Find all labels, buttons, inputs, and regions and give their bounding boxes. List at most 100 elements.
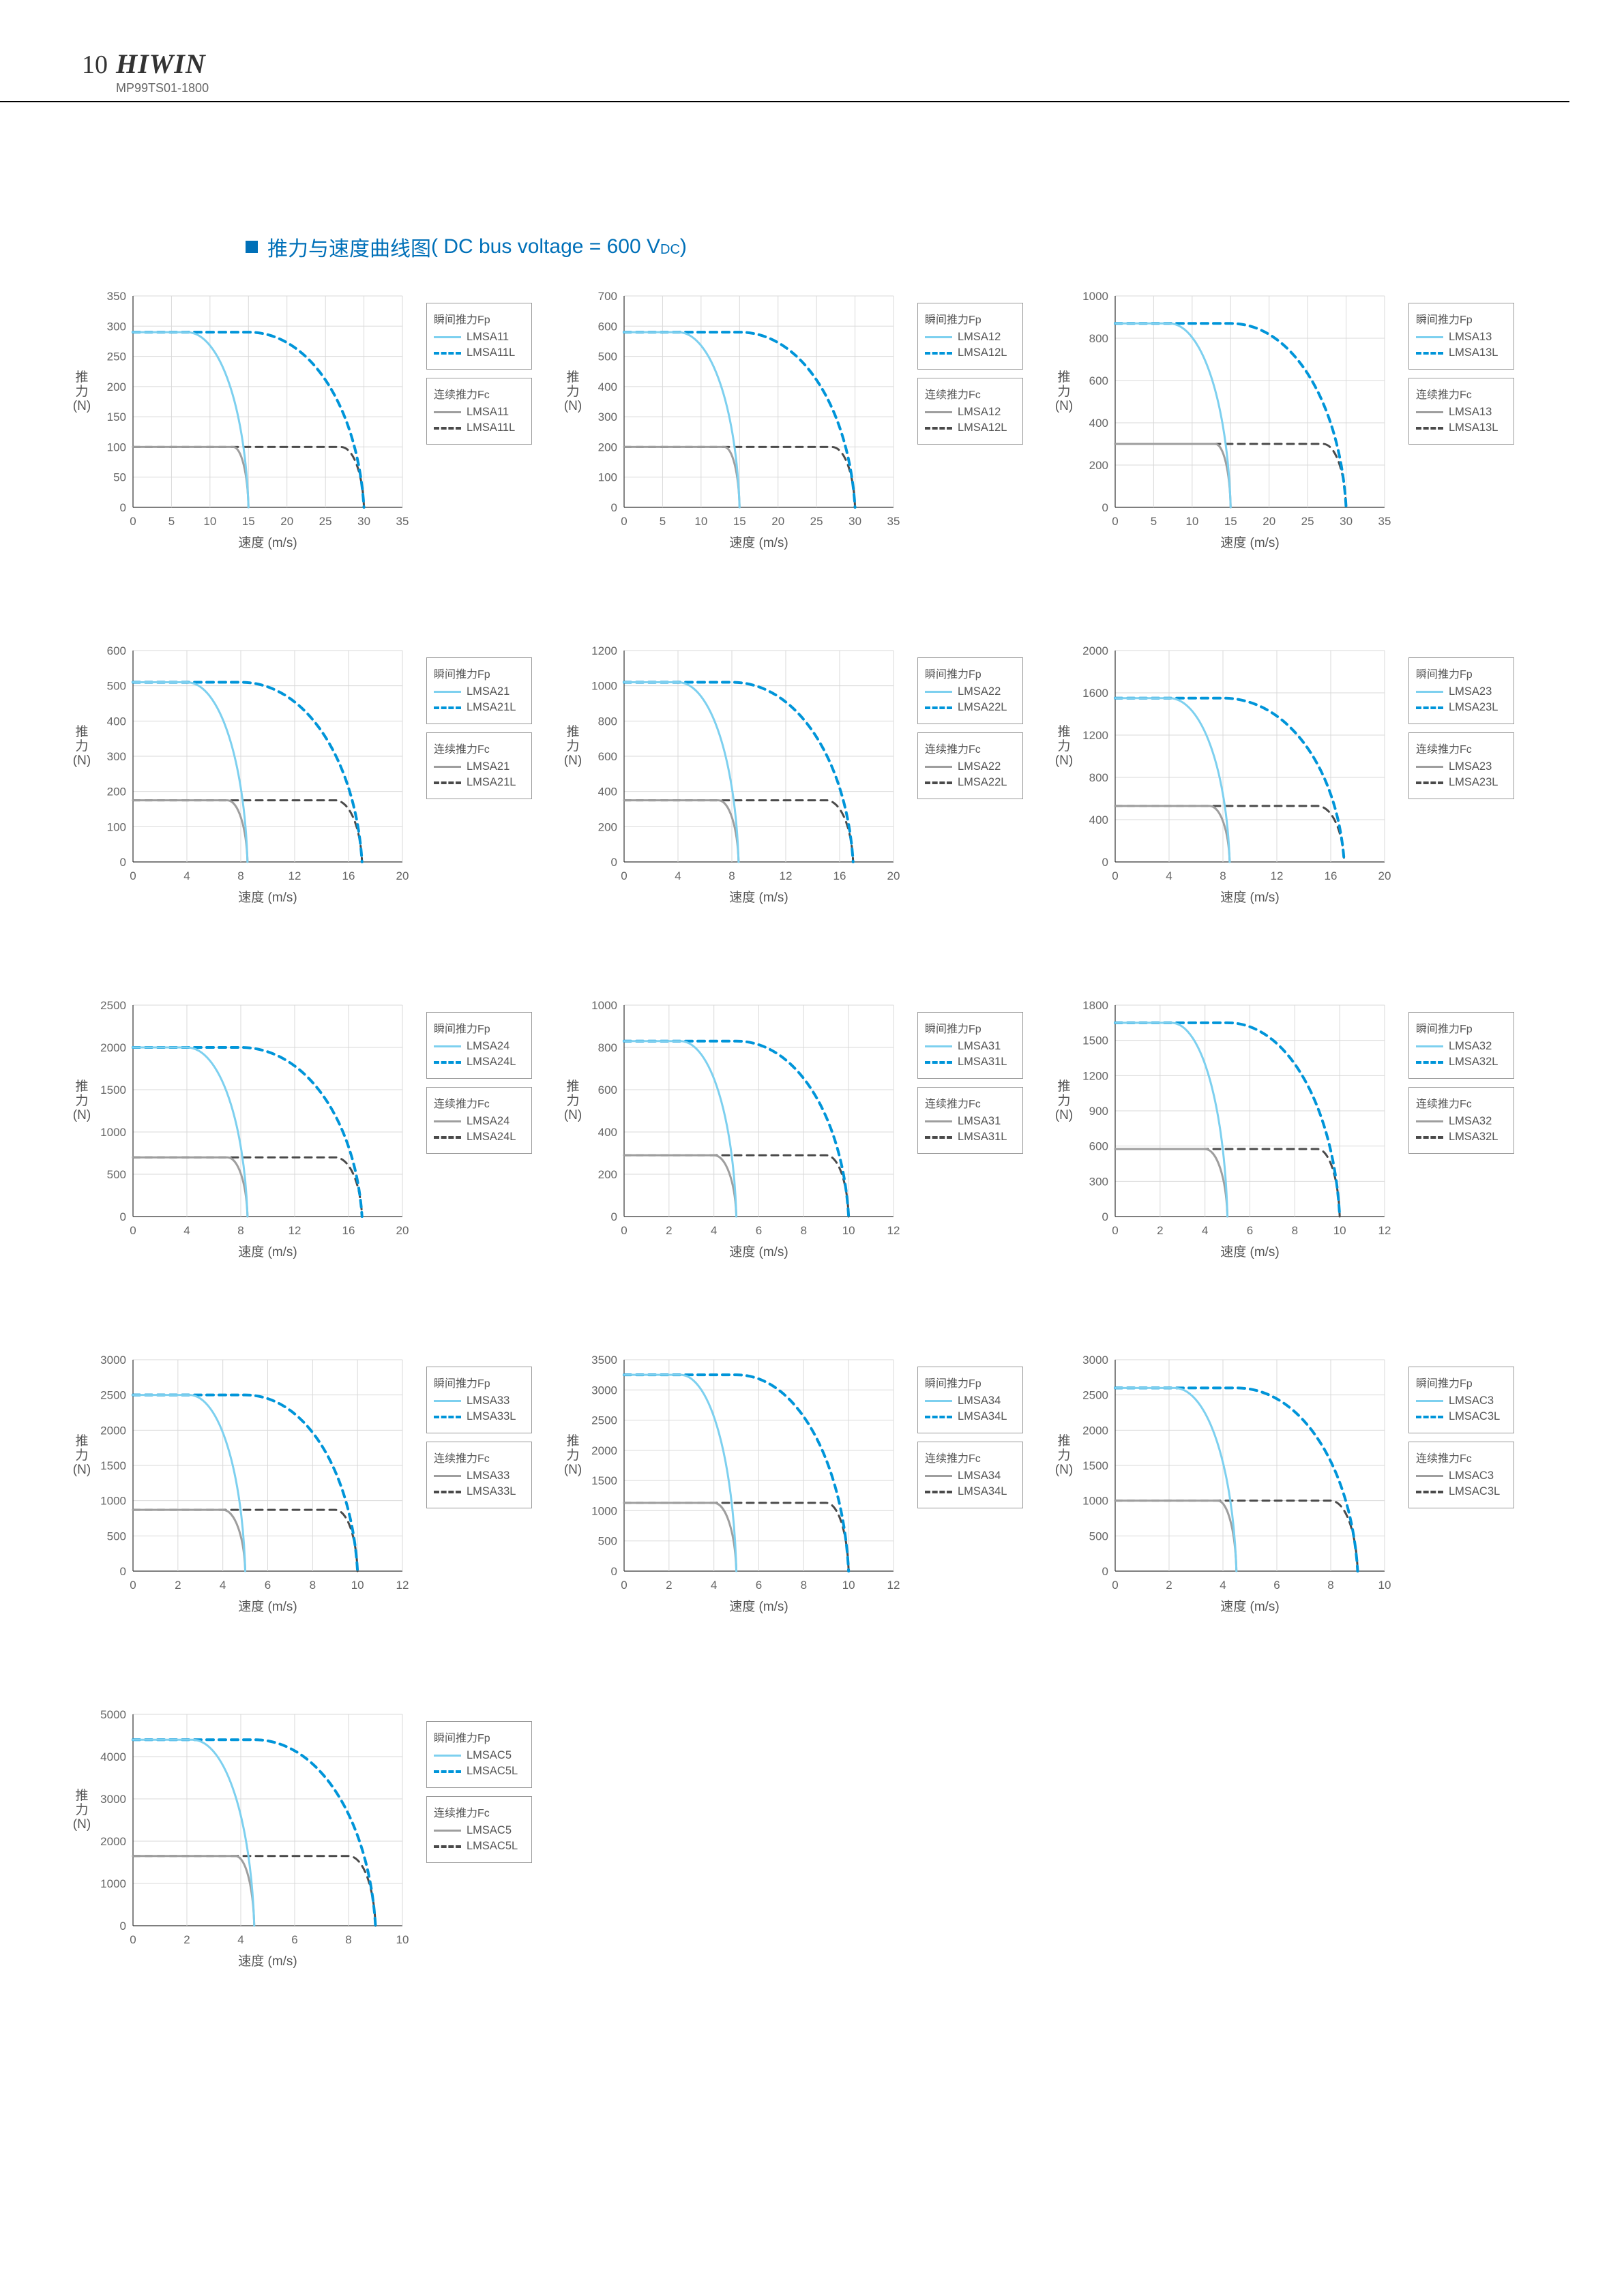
svg-text:8: 8 [237, 869, 243, 882]
legend-fp-dash: LMSAC3L [1416, 1410, 1507, 1423]
svg-text:600: 600 [598, 750, 617, 763]
swatch-fc-solid [925, 1475, 952, 1477]
svg-text:600: 600 [598, 320, 617, 333]
chart-legend: 瞬间推力Fp LMSA12 LMSA12L 连续推力Fc LMSA12 LMSA… [917, 303, 1023, 453]
legend-fp-title: 瞬间推力Fp [925, 665, 1016, 681]
svg-text:4: 4 [183, 869, 190, 882]
legend-label: LMSAC3L [1449, 1485, 1500, 1498]
swatch-fp-dash [434, 706, 461, 709]
svg-text:400: 400 [598, 381, 617, 393]
legend-fc-dash: LMSA11L [434, 421, 525, 434]
chart-legend: 瞬间推力Fp LMSA32 LMSA32L 连续推力Fc LMSA32 LMSA… [1408, 1012, 1514, 1162]
svg-text:0: 0 [120, 1920, 126, 1933]
legend-fp-solid: LMSA13 [1416, 331, 1507, 344]
swatch-fp-solid [434, 336, 461, 338]
svg-text:速度 (m/s): 速度 (m/s) [729, 535, 788, 550]
legend-fp-title: 瞬间推力Fp [434, 1729, 525, 1745]
swatch-fp-dash [925, 352, 952, 355]
legend-label: LMSAC5L [467, 1840, 518, 1853]
svg-text:1500: 1500 [100, 1084, 126, 1097]
svg-text:10: 10 [1185, 515, 1198, 528]
svg-text:300: 300 [1089, 1175, 1108, 1188]
legend-label: LMSA32L [1449, 1056, 1498, 1069]
legend-fp-dash: LMSA11L [434, 346, 525, 359]
swatch-fc-solid [1416, 1120, 1443, 1122]
swatch-fp-solid [434, 1045, 461, 1047]
legend-fp-title: 瞬间推力Fp [434, 665, 525, 681]
legend-fc-box: 连续推力Fc LMSA24 LMSA24L [426, 1087, 532, 1154]
legend-label: LMSA21L [467, 701, 516, 714]
swatch-fp-dash [1416, 706, 1443, 709]
legend-fc-dash: LMSA23L [1416, 776, 1507, 789]
svg-text:1500: 1500 [1082, 1034, 1108, 1047]
legend-fp-solid: LMSA34 [925, 1395, 1016, 1407]
legend-label: LMSA22 [958, 760, 1001, 773]
svg-text:0: 0 [130, 515, 136, 528]
svg-text:4: 4 [237, 1933, 243, 1946]
swatch-fp-dash [434, 1770, 461, 1773]
legend-fp-box: 瞬间推力Fp LMSA24 LMSA24L [426, 1012, 532, 1079]
swatch-fc-solid [1416, 766, 1443, 768]
svg-text:6: 6 [291, 1933, 297, 1946]
swatch-fc-dash [434, 427, 461, 430]
swatch-fc-solid [434, 411, 461, 413]
svg-text:0: 0 [621, 869, 627, 882]
legend-fp-solid: LMSA23 [1416, 685, 1507, 698]
legend-label: LMSA22L [958, 701, 1007, 714]
svg-text:200: 200 [1089, 459, 1108, 472]
legend-label: LMSA34L [958, 1410, 1007, 1423]
chart-lmsa12: 010020030040050060070005101520253035速度 (… [559, 282, 1023, 562]
swatch-fp-solid [925, 1045, 952, 1047]
y-axis-title: 推力(N) [68, 1080, 95, 1123]
legend-fc-dash: LMSA24L [434, 1131, 525, 1144]
svg-text:150: 150 [107, 411, 126, 423]
legend-fc-title: 连续推力Fc [434, 1449, 525, 1465]
svg-text:400: 400 [598, 786, 617, 799]
legend-fp-dash: LMSA31L [925, 1056, 1016, 1069]
chart-legend: 瞬间推力Fp LMSA24 LMSA24L 连续推力Fc LMSA24 LMSA… [426, 1012, 532, 1162]
legend-fp-dash: LMSA24L [434, 1056, 525, 1069]
legend-label: LMSA33L [467, 1410, 516, 1423]
swatch-fp-solid [1416, 1400, 1443, 1402]
svg-text:速度 (m/s): 速度 (m/s) [238, 890, 297, 905]
legend-label: LMSA32 [1449, 1115, 1492, 1128]
legend-fp-solid: LMSA21 [434, 685, 525, 698]
swatch-fp-solid [925, 336, 952, 338]
svg-text:0: 0 [1102, 1565, 1108, 1578]
svg-text:16: 16 [833, 869, 846, 882]
svg-text:500: 500 [598, 351, 617, 363]
svg-text:3000: 3000 [100, 1354, 126, 1367]
svg-text:300: 300 [107, 750, 126, 763]
svg-text:16: 16 [1325, 869, 1338, 882]
svg-text:200: 200 [107, 381, 126, 393]
chart-legend: 瞬间推力Fp LMSA23 LMSA23L 连续推力Fc LMSA23 LMSA… [1408, 657, 1514, 807]
legend-fc-dash: LMSA12L [925, 421, 1016, 434]
legend-label: LMSA31L [958, 1131, 1007, 1144]
svg-text:2: 2 [1166, 1579, 1172, 1592]
swatch-fp-solid [925, 691, 952, 693]
svg-text:400: 400 [1089, 417, 1108, 430]
title-en-open: ( DC bus voltage = 600 V [431, 235, 660, 258]
legend-fp-title: 瞬间推力Fp [434, 1019, 525, 1036]
legend-label: LMSAC3L [1449, 1410, 1500, 1423]
svg-text:2000: 2000 [100, 1424, 126, 1437]
svg-text:0: 0 [130, 1579, 136, 1592]
svg-text:35: 35 [1378, 515, 1391, 528]
svg-text:4: 4 [711, 1579, 717, 1592]
svg-text:2: 2 [666, 1579, 672, 1592]
svg-text:20: 20 [887, 869, 900, 882]
svg-text:200: 200 [598, 441, 617, 453]
svg-text:10: 10 [396, 1933, 409, 1946]
legend-label: LMSA24 [467, 1040, 510, 1053]
swatch-fc-solid [925, 411, 952, 413]
svg-text:5: 5 [168, 515, 175, 528]
legend-label: LMSA11 [467, 331, 509, 344]
legend-label: LMSA33 [467, 1470, 510, 1482]
chart-legend: 瞬间推力Fp LMSA31 LMSA31L 连续推力Fc LMSA31 LMSA… [917, 1012, 1023, 1162]
svg-text:8: 8 [345, 1933, 351, 1946]
legend-fp-box: 瞬间推力Fp LMSA13 LMSA13L [1408, 303, 1514, 370]
legend-label: LMSA23 [1449, 685, 1492, 698]
svg-text:8: 8 [801, 1579, 807, 1592]
legend-label: LMSA34L [958, 1485, 1007, 1498]
legend-fp-dash: LMSA13L [1416, 346, 1507, 359]
